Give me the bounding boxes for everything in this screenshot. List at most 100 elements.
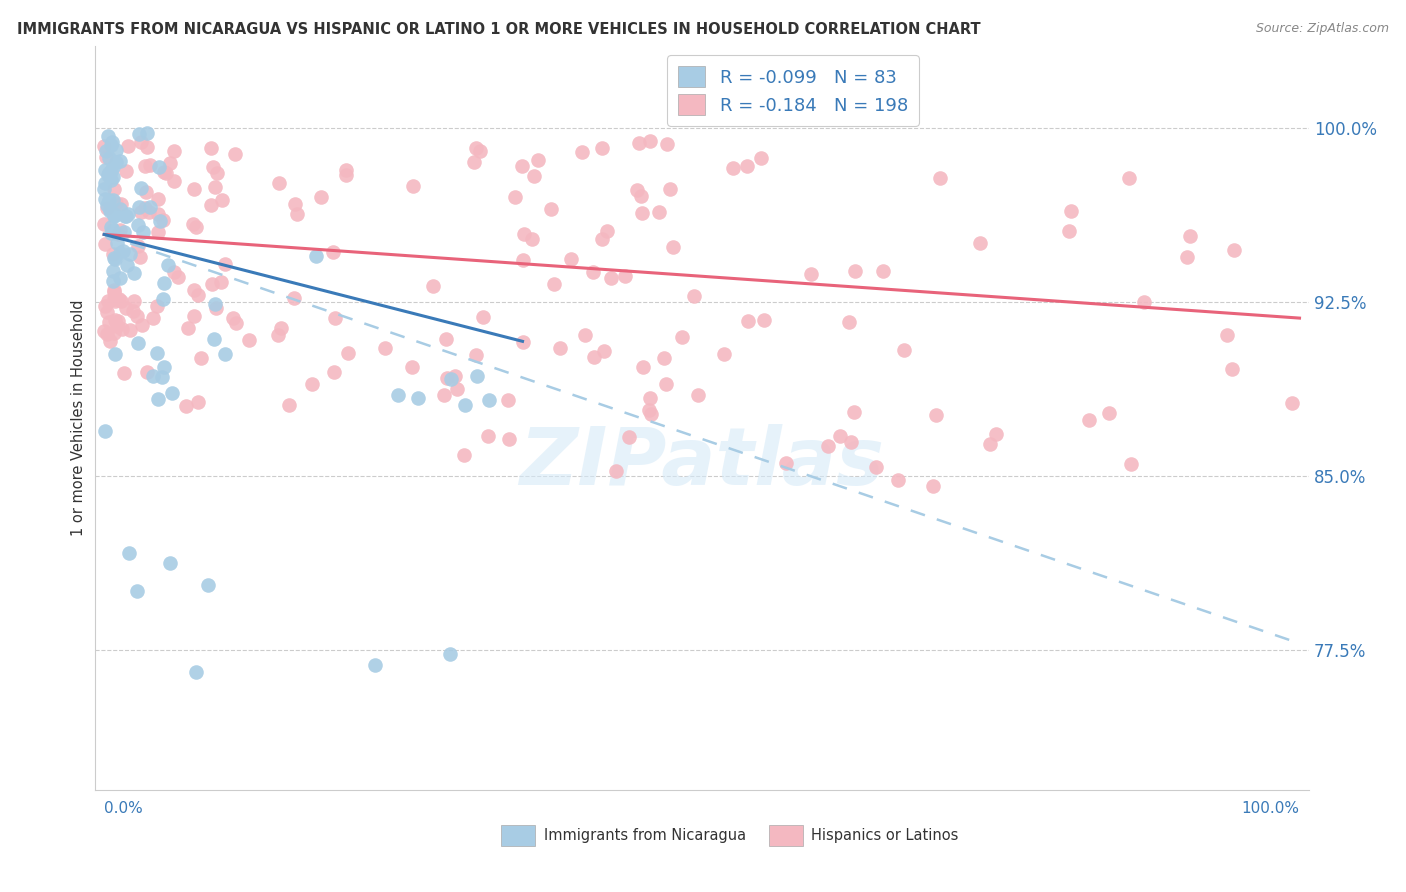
Point bbox=[93, 182, 115, 196]
Point bbox=[152, 359, 174, 374]
Point bbox=[159, 556, 181, 570]
Point bbox=[630, 188, 652, 202]
Point bbox=[201, 277, 224, 291]
Point bbox=[103, 182, 125, 196]
Point bbox=[131, 180, 153, 194]
Point bbox=[844, 263, 866, 277]
Point bbox=[100, 164, 122, 178]
Point bbox=[184, 219, 207, 234]
Point bbox=[107, 314, 129, 328]
Point bbox=[211, 193, 233, 207]
Point bbox=[142, 311, 165, 326]
Point bbox=[105, 154, 128, 169]
Point bbox=[96, 304, 118, 318]
Point bbox=[301, 376, 323, 391]
Point bbox=[270, 321, 292, 335]
Point bbox=[134, 159, 156, 173]
Point bbox=[640, 134, 662, 148]
Point bbox=[662, 240, 685, 254]
Point bbox=[387, 387, 409, 401]
Point bbox=[512, 253, 534, 268]
Point bbox=[101, 274, 124, 288]
Point bbox=[323, 310, 346, 325]
Point bbox=[96, 198, 118, 212]
Point bbox=[108, 202, 131, 216]
Point bbox=[167, 270, 190, 285]
Point bbox=[523, 169, 546, 183]
Point bbox=[402, 178, 425, 193]
Point bbox=[583, 350, 606, 364]
Point bbox=[224, 146, 246, 161]
Point bbox=[1118, 171, 1140, 186]
Point bbox=[152, 292, 174, 306]
Point bbox=[146, 346, 169, 360]
Point bbox=[928, 170, 950, 185]
Point bbox=[865, 459, 887, 474]
Point bbox=[108, 223, 131, 237]
Point bbox=[671, 330, 693, 344]
Point bbox=[103, 293, 125, 307]
Point bbox=[94, 176, 117, 190]
Point bbox=[104, 313, 127, 327]
Point bbox=[335, 168, 357, 182]
Point bbox=[640, 407, 662, 421]
Point bbox=[581, 265, 603, 279]
Point bbox=[309, 190, 332, 204]
Point bbox=[214, 347, 236, 361]
Point bbox=[146, 299, 169, 313]
Point bbox=[640, 391, 662, 405]
Point bbox=[103, 222, 125, 236]
Point bbox=[93, 217, 115, 231]
Point bbox=[735, 159, 758, 173]
Point bbox=[148, 160, 170, 174]
Point bbox=[177, 321, 200, 335]
Point bbox=[204, 297, 226, 311]
Point bbox=[96, 327, 118, 342]
Point bbox=[433, 388, 456, 402]
Point bbox=[596, 225, 619, 239]
Point bbox=[94, 299, 117, 313]
Point bbox=[163, 174, 186, 188]
Point bbox=[183, 182, 205, 196]
Point bbox=[101, 246, 124, 260]
Point bbox=[103, 209, 125, 223]
Point bbox=[841, 434, 863, 449]
Point bbox=[658, 182, 681, 196]
Point bbox=[186, 288, 208, 302]
Point bbox=[100, 202, 122, 216]
Text: Source: ZipAtlas.com: Source: ZipAtlas.com bbox=[1256, 22, 1389, 36]
Point bbox=[496, 393, 519, 408]
Point bbox=[96, 145, 118, 159]
Point bbox=[138, 205, 160, 219]
Text: IMMIGRANTS FROM NICARAGUA VS HISPANIC OR LATINO 1 OR MORE VEHICLES IN HOUSEHOLD : IMMIGRANTS FROM NICARAGUA VS HISPANIC OR… bbox=[17, 22, 980, 37]
Point bbox=[626, 183, 648, 197]
Point bbox=[510, 159, 533, 173]
Point bbox=[283, 197, 305, 211]
Point bbox=[101, 169, 124, 184]
Point bbox=[633, 360, 655, 375]
Point bbox=[100, 173, 122, 187]
Point bbox=[103, 285, 125, 299]
Point bbox=[749, 152, 772, 166]
Point bbox=[631, 206, 654, 220]
Point bbox=[512, 334, 534, 349]
Point bbox=[655, 377, 678, 392]
Point bbox=[127, 309, 149, 323]
Point bbox=[97, 193, 120, 207]
Point bbox=[136, 126, 159, 140]
Point bbox=[477, 429, 499, 443]
Point bbox=[969, 235, 991, 250]
Point bbox=[872, 264, 894, 278]
Point bbox=[238, 333, 260, 347]
Point bbox=[93, 324, 115, 338]
Point bbox=[163, 265, 186, 279]
Point bbox=[111, 244, 134, 259]
Point bbox=[1098, 406, 1121, 420]
Point bbox=[108, 292, 131, 306]
Point bbox=[197, 578, 219, 592]
Point bbox=[1216, 327, 1239, 342]
Point bbox=[723, 161, 745, 175]
Point bbox=[204, 180, 226, 194]
Point bbox=[101, 135, 124, 149]
Point bbox=[127, 335, 149, 350]
